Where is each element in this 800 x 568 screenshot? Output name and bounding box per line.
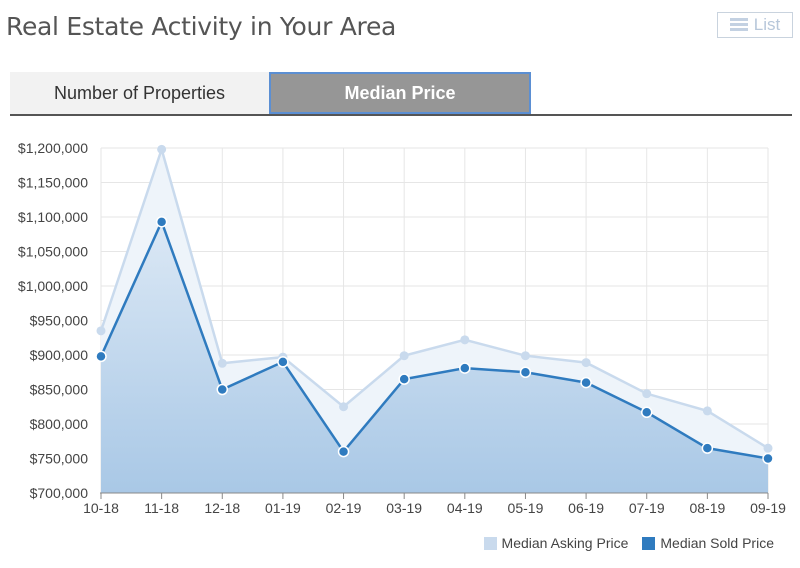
y-tick-label: $950,000	[30, 313, 89, 329]
tab-number-of-properties[interactable]: Number of Properties	[10, 72, 269, 114]
asking-price-point	[399, 351, 409, 361]
chart-axes: $700,000 $750,000 $800,000 $850,000 $900,000…	[18, 140, 786, 516]
y-tick-label: $750,000	[30, 451, 89, 467]
chart-lines	[99, 145, 769, 460]
sold-price-point	[580, 376, 592, 389]
legend-item-sold[interactable]: Median Sold Price	[642, 535, 774, 551]
y-tick-label: $1,200,000	[18, 140, 88, 156]
x-tick-label: 06-19	[568, 500, 604, 516]
asking-price-line	[99, 145, 769, 450]
sold-price-point	[277, 356, 289, 368]
sold-price-point	[155, 216, 168, 228]
list-button-label: List	[753, 15, 781, 34]
y-tick-label: $1,000,000	[18, 278, 88, 294]
asking-price-point	[642, 389, 652, 399]
x-tick-label: 03-19	[386, 500, 422, 516]
x-tick-label: 08-19	[689, 500, 725, 516]
sold-price-point	[701, 442, 714, 454]
legend-label-sold: Median Sold Price	[660, 535, 774, 551]
asking-price-point	[339, 402, 349, 412]
asking-price-point	[460, 335, 470, 345]
x-tick-label: 11-18	[144, 500, 179, 516]
sold-price-line	[99, 218, 769, 460]
legend-label-asking: Median Asking Price	[501, 535, 629, 551]
sold-price-point	[216, 383, 229, 396]
sold-price-point	[459, 362, 471, 374]
legend-swatch-asking	[483, 536, 497, 550]
asking-price-point	[520, 351, 530, 361]
page-title: Real Estate Activity in Your Area	[6, 12, 397, 41]
asking-price-point	[157, 144, 167, 154]
chart-tabs: Number of Properties Median Price	[10, 72, 792, 116]
y-tick-label: $900,000	[30, 347, 89, 363]
x-tick-label: 01-19	[265, 500, 301, 516]
y-tick-label: $1,050,000	[18, 244, 88, 260]
x-tick-label: 10-18	[83, 500, 119, 516]
tab-median-price[interactable]: Median Price	[269, 72, 531, 114]
x-tick-label: 05-19	[508, 500, 544, 516]
sold-price-point	[519, 366, 532, 378]
sold-price-point	[640, 406, 653, 419]
y-tick-label: $800,000	[30, 416, 89, 432]
asking-price-point	[763, 443, 773, 453]
x-tick-label: 04-19	[447, 500, 483, 516]
sold-price-point	[337, 445, 350, 458]
chart-areas	[101, 149, 768, 493]
asking-price-point	[581, 358, 591, 368]
list-view-button[interactable]: List	[717, 12, 793, 38]
asking-price-point	[702, 406, 712, 416]
sold-price-point	[398, 373, 410, 385]
sold-price-point	[762, 452, 774, 465]
legend-item-asking[interactable]: Median Asking Price	[483, 535, 629, 551]
x-tick-label: 12-18	[204, 500, 240, 516]
chart-points	[95, 144, 774, 465]
sold-price-point	[95, 350, 107, 363]
list-icon	[729, 18, 748, 32]
x-tick-label: 07-19	[629, 500, 665, 516]
y-tick-label: $700,000	[30, 485, 89, 501]
x-tick-label: 09-19	[750, 500, 786, 516]
asking-price-point	[96, 326, 106, 336]
legend-swatch-sold	[642, 536, 656, 550]
asking-price-point	[217, 358, 227, 368]
y-tick-label: $1,100,000	[18, 209, 88, 225]
x-tick-label: 02-19	[326, 500, 362, 516]
sold-price-area	[101, 221, 768, 493]
y-tick-label: $850,000	[30, 382, 89, 398]
chart-legend: Median Asking Price Median Sold Price	[483, 535, 774, 551]
y-tick-label: $1,150,000	[18, 175, 88, 191]
